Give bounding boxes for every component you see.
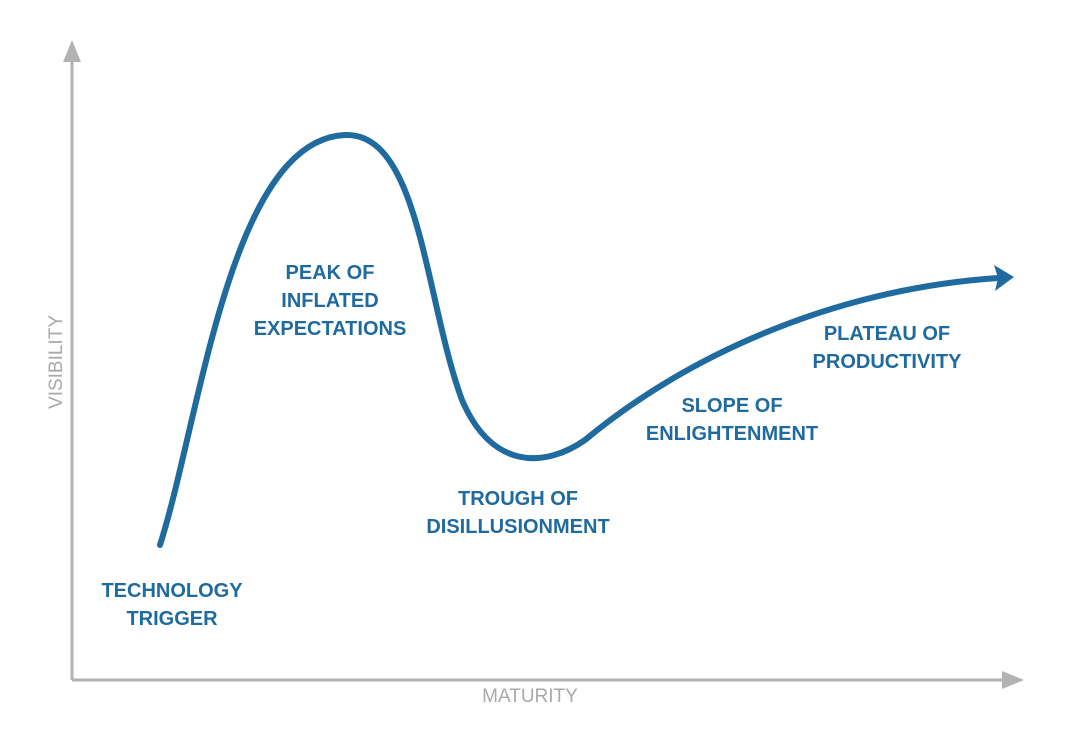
phase-label: TECHNOLOGY (101, 580, 243, 602)
phase-label: PLATEAU OF (824, 323, 950, 345)
hype-curve (157, 131, 1001, 548)
phase-label: SLOPE OF (681, 395, 782, 417)
curve-arrow (994, 265, 1014, 291)
phase-label: EXPECTATIONS (254, 318, 407, 340)
phase-label: DISILLUSIONMENT (426, 516, 609, 538)
x-axis-arrow (1002, 671, 1024, 689)
phase-label: INFLATED (281, 290, 378, 312)
x-axis-label: MATURITY (482, 686, 578, 707)
phase-label: PEAK OF (286, 262, 375, 284)
phase-label: ENLIGHTENMENT (646, 423, 818, 445)
y-axis-arrow (63, 40, 81, 62)
phase-label: TROUGH OF (458, 488, 578, 510)
y-axis-label: VISIBILITY (46, 315, 67, 409)
phase-label: PRODUCTIVITY (813, 351, 963, 373)
phase-label: TRIGGER (126, 608, 218, 630)
